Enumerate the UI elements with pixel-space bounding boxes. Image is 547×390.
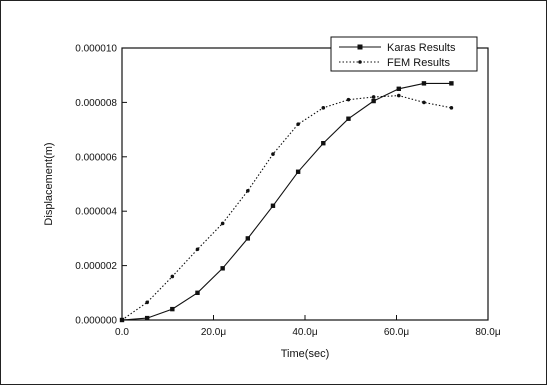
x-axis: 0.0 20.0μ 40.0μ 60.0μ 80.0μ bbox=[115, 315, 501, 338]
data-point-karas bbox=[421, 81, 427, 86]
legend-fem-label: FEM Results bbox=[387, 57, 450, 69]
y-tick-label: 0.000004 bbox=[75, 207, 117, 218]
y-tick-label: 0.000002 bbox=[75, 261, 117, 272]
data-point-karas bbox=[220, 266, 225, 271]
data-point-karas bbox=[295, 169, 301, 174]
y-tick-label: 0.000008 bbox=[75, 98, 117, 109]
legend-box bbox=[330, 36, 478, 72]
data-point-karas bbox=[396, 86, 401, 91]
x-tick-label: 80.0μ bbox=[475, 327, 500, 338]
y-tick-label: 0.000000 bbox=[75, 316, 117, 327]
x-tick-label: 20.0μ bbox=[201, 327, 226, 338]
data-point-fem bbox=[396, 93, 401, 98]
data-point-karas bbox=[371, 98, 376, 104]
data-point-fem bbox=[449, 106, 454, 110]
data-point-fem bbox=[195, 247, 200, 252]
data-point-fem bbox=[296, 122, 300, 126]
data-point-fem bbox=[321, 106, 326, 110]
data-point-fem bbox=[422, 100, 426, 105]
data-point-karas bbox=[346, 116, 351, 121]
x-tick-label: 0.0 bbox=[115, 327, 129, 338]
legend-karas-label: Karas Results bbox=[387, 42, 456, 54]
data-point-fem bbox=[246, 189, 250, 193]
x-tick-label: 40.0μ bbox=[292, 327, 317, 338]
data-point-karas bbox=[245, 236, 251, 241]
data-point-fem bbox=[346, 97, 351, 102]
data-point-fem bbox=[271, 152, 275, 156]
series-layer bbox=[119, 81, 454, 323]
data-point-fem bbox=[220, 221, 225, 226]
data-point-karas bbox=[449, 81, 454, 86]
series-line-fem bbox=[121, 95, 452, 321]
x-tick-label: 60.0μ bbox=[384, 327, 409, 338]
x-axis-label: Time(sec) bbox=[281, 348, 329, 360]
legend-karas-marker bbox=[357, 44, 363, 50]
data-point-fem bbox=[120, 318, 124, 322]
legend: Karas Results FEM Results bbox=[330, 36, 478, 72]
data-point-fem bbox=[145, 300, 149, 305]
data-point-karas bbox=[170, 306, 175, 312]
data-point-karas bbox=[321, 141, 326, 146]
y-axis-label: Displacement(m) bbox=[43, 142, 55, 225]
y-tick-label: 0.000006 bbox=[75, 152, 117, 163]
data-point-fem bbox=[371, 95, 376, 99]
data-point-karas bbox=[144, 315, 150, 321]
series-line-karas bbox=[121, 82, 452, 321]
data-point-karas bbox=[195, 290, 200, 295]
y-tick-label: 0.000010 bbox=[75, 44, 117, 55]
data-point-karas bbox=[270, 203, 276, 208]
data-point-fem bbox=[170, 274, 175, 279]
legend-fem-marker bbox=[358, 60, 362, 64]
